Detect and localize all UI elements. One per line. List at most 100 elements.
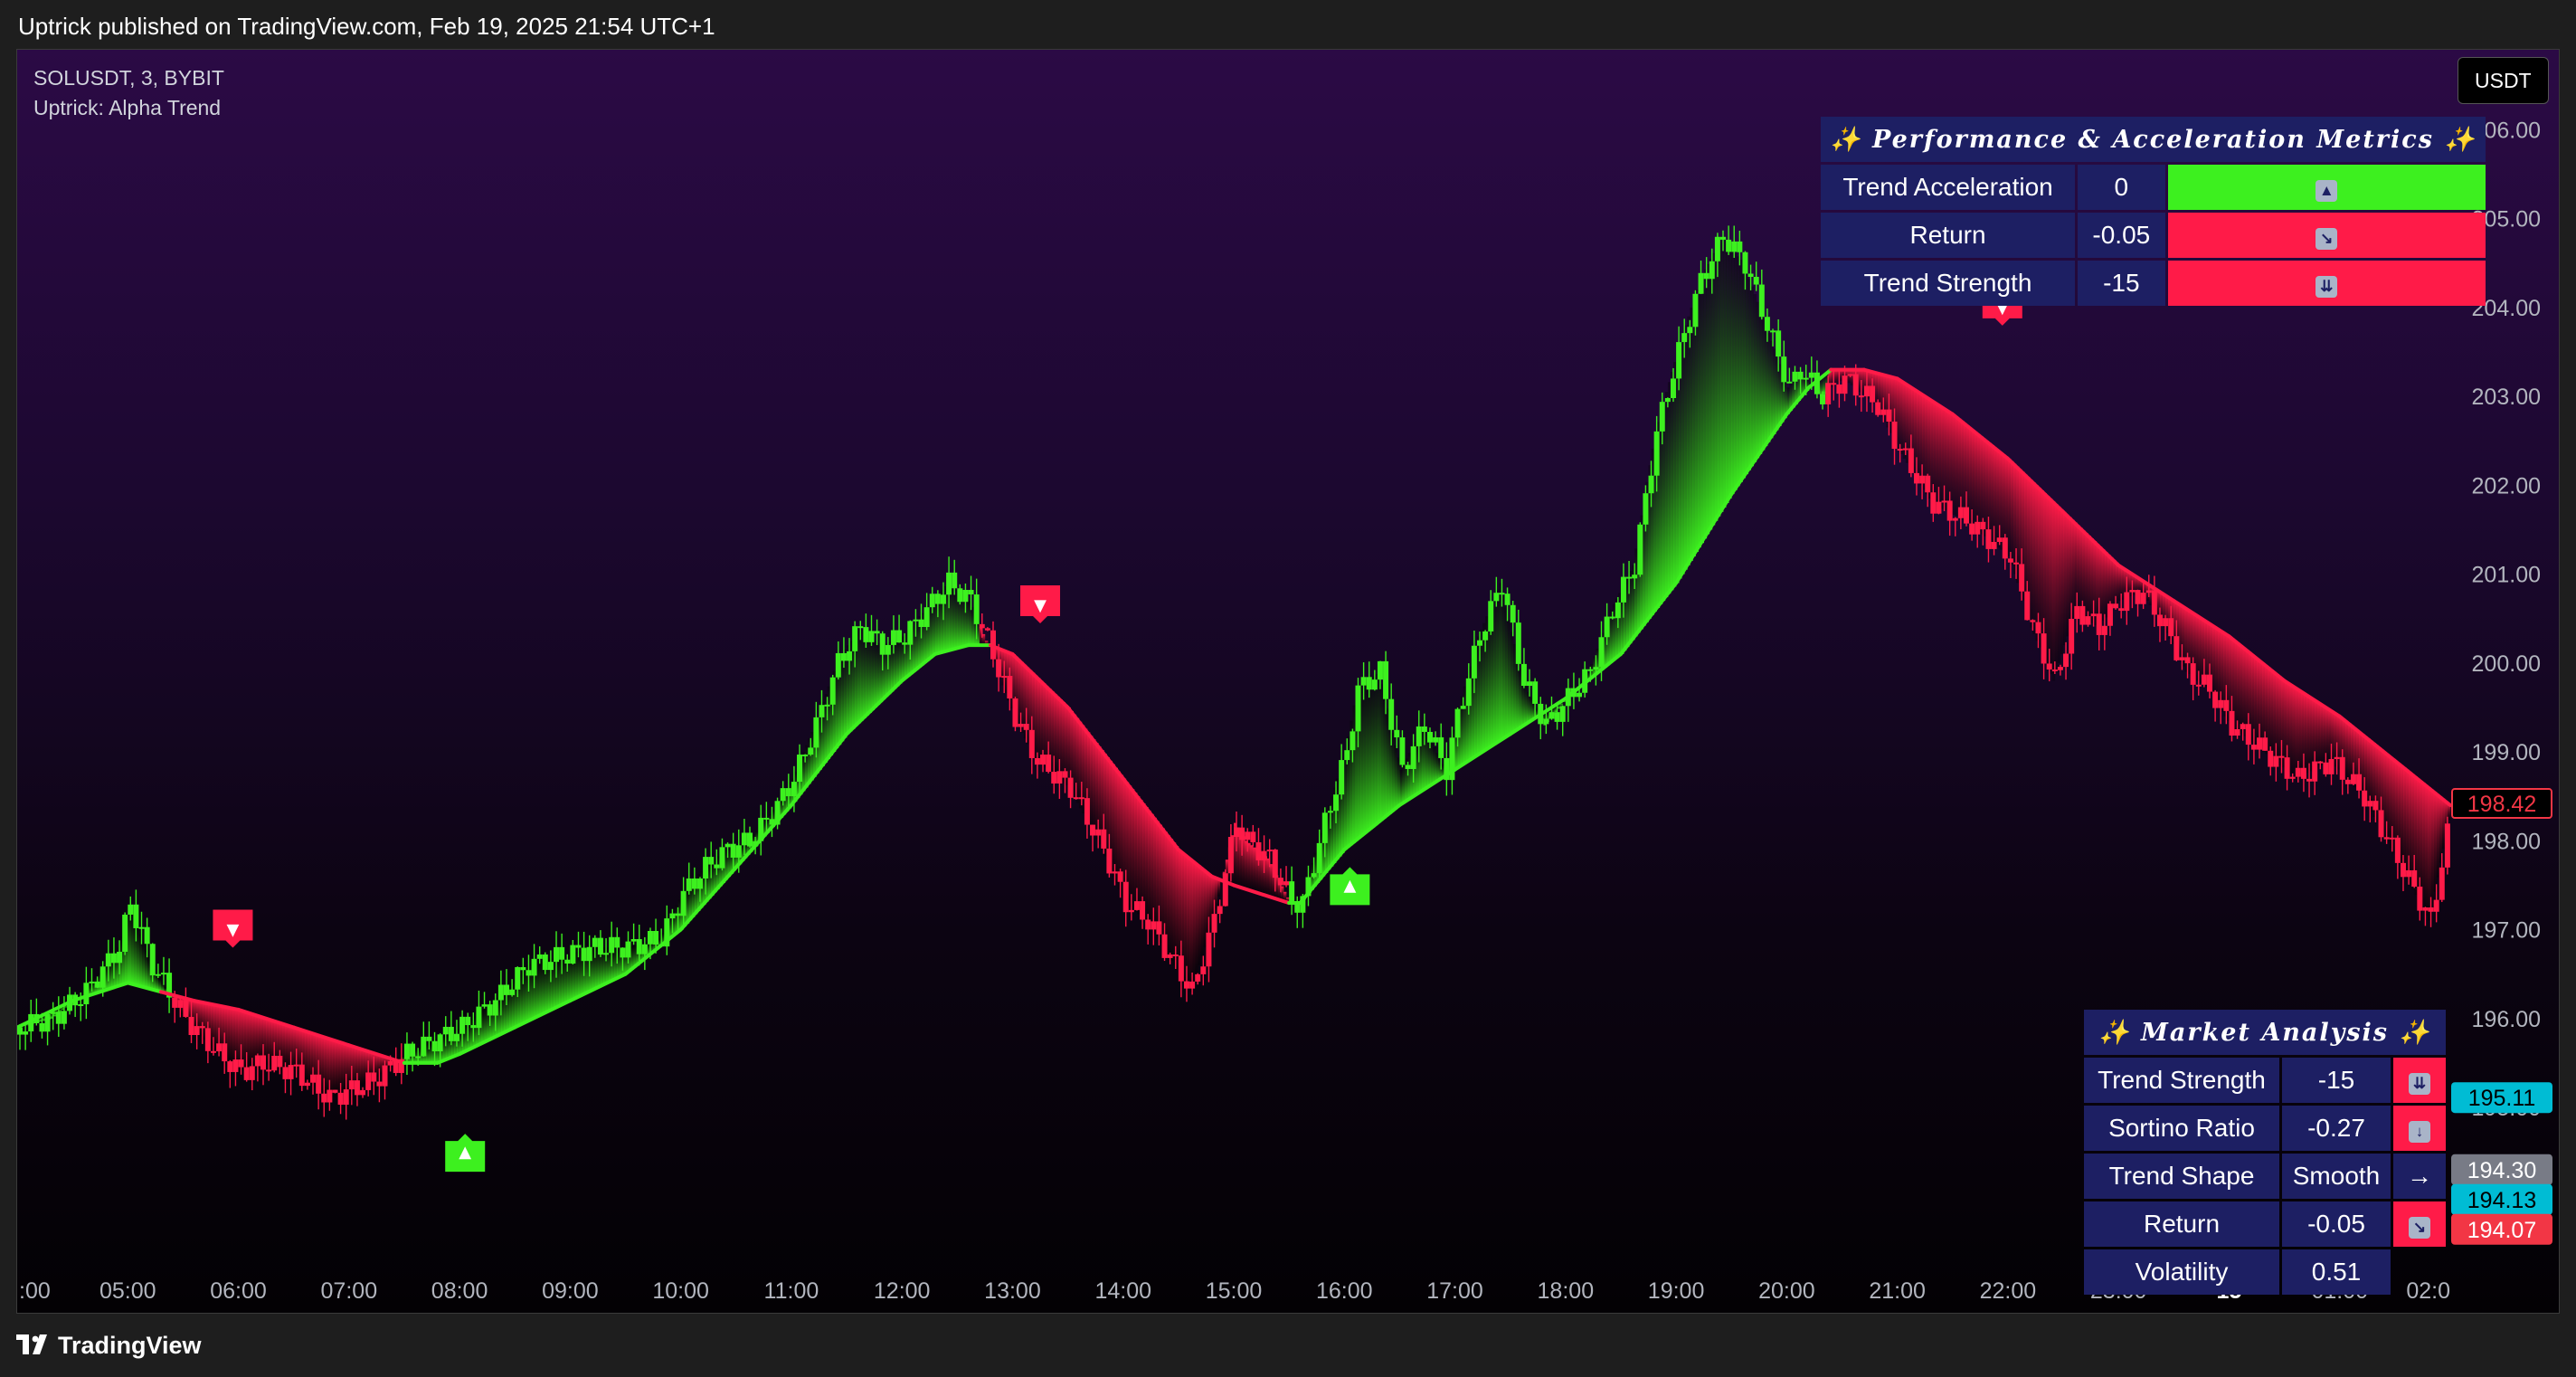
bull-fill-bar — [1559, 702, 1564, 706]
bull-fill-bar — [1659, 412, 1663, 604]
alpha-trend-segment — [1806, 367, 1833, 390]
bull-fill-bar — [164, 987, 167, 993]
tradingview-logo-icon[interactable] — [16, 1334, 52, 1356]
bull-fill-bar — [410, 1051, 413, 1063]
bear-fill-bar — [1258, 851, 1262, 894]
price-tag — [2451, 1082, 2552, 1114]
candle — [1764, 317, 1770, 331]
bear-fill-bar — [2060, 508, 2064, 654]
candle — [1261, 850, 1267, 860]
bear-fill-bar — [1891, 376, 1895, 439]
bull-fill-bar — [926, 606, 931, 661]
bull-fill-bar — [509, 983, 513, 1030]
bear-fill-bar — [2420, 781, 2423, 906]
trend-strength-label: Trend Strength — [2084, 1058, 2279, 1103]
bear-fill-bar — [2262, 662, 2266, 752]
candle — [1714, 236, 1720, 261]
candle — [2262, 737, 2268, 751]
bear-fill-bar — [1065, 705, 1068, 785]
bull-fill-bar — [960, 594, 963, 648]
candle — [260, 1055, 266, 1070]
signal-glyph: ▼ — [1034, 596, 1046, 615]
indicator-legend[interactable]: Uptrick: Alpha Trend — [33, 96, 222, 119]
candle — [1753, 277, 1759, 285]
bear-fill-bar — [2287, 682, 2290, 773]
bear-fill-bar — [1983, 438, 1986, 537]
bear-fill-bar — [196, 1001, 201, 1034]
candle — [1842, 375, 1848, 394]
bull-fill-bar — [1394, 745, 1397, 810]
bull-fill-bar — [1737, 256, 1740, 487]
tradingview-brand[interactable]: TradingView — [58, 1332, 202, 1359]
bear-fill-bar — [2192, 613, 2197, 679]
bull-fill-bar — [497, 994, 502, 1036]
candle — [421, 1036, 427, 1057]
bull-fill-bar — [1593, 656, 1596, 677]
bear-fill-bar — [1167, 835, 1170, 956]
currency-button[interactable]: USDT — [2458, 57, 2549, 104]
bear-fill-bar — [2414, 776, 2418, 896]
bear-fill-bar — [2027, 477, 2031, 619]
chart-area[interactable]: ▼ ▲ ▼ ▲ ▼ 206.00 205.00 204.00 203.00 202.00 201.0… — [16, 49, 2560, 1314]
bear-fill-bar — [1004, 651, 1008, 693]
candle — [957, 588, 963, 603]
alpha-trend-segment — [2227, 634, 2287, 683]
candle — [902, 642, 908, 645]
bull-fill-bar — [918, 616, 922, 668]
bear-fill-bar — [219, 1005, 223, 1057]
symbol-legend[interactable]: SOLUSDT, 3, BYBIT — [33, 66, 224, 90]
candle — [696, 878, 703, 889]
bull-fill-bar — [418, 1047, 421, 1063]
bull-fill-bar — [1823, 376, 1826, 394]
bear-fill-bar — [1261, 854, 1264, 895]
bear-fill-bar — [2325, 707, 2329, 763]
candle — [254, 1055, 260, 1067]
price-tag-label: 195.11 — [2468, 1086, 2536, 1111]
bull-fill-bar — [630, 945, 634, 970]
bear-fill-bar — [1861, 369, 1865, 394]
candle — [559, 946, 565, 960]
candle — [1648, 475, 1654, 494]
y-tick-label: 196.00 — [2472, 1007, 2541, 1032]
bull-fill-bar — [601, 947, 604, 986]
candle — [1692, 293, 1699, 328]
bull-fill-bar — [426, 1043, 430, 1063]
alpha-trend-segment — [291, 1025, 351, 1048]
candle — [1593, 667, 1599, 670]
performance-metrics-table: ✨ Performance & Acceleration Metrics ✨ T… — [1818, 114, 2488, 309]
bull-fill-bar — [802, 752, 806, 792]
bear-fill-bar — [2237, 642, 2240, 732]
bear-fill-bar — [2066, 514, 2069, 637]
bear-fill-bar — [1128, 785, 1132, 907]
candle — [1454, 708, 1461, 738]
candle — [2179, 657, 2185, 660]
bear-fill-bar — [1170, 839, 1174, 961]
candle — [1383, 660, 1389, 699]
bear-fill-bar — [2234, 641, 2238, 730]
candle — [1266, 850, 1273, 852]
bear-fill-bar — [2381, 749, 2384, 833]
bear-fill-bar — [1875, 372, 1879, 405]
price-tag-label: 194.30 — [2467, 1158, 2536, 1183]
candle — [1360, 677, 1367, 686]
candle — [61, 1011, 67, 1024]
bear-fill-bar — [348, 1045, 353, 1090]
bear-fill-bar — [2315, 700, 2318, 769]
bear-fill-bar — [2098, 546, 2103, 624]
price-chart[interactable]: ▼▲▼▲▼206.00205.00204.00203.00202.00201.0… — [17, 50, 2559, 1313]
candle — [1145, 919, 1151, 930]
candle — [1902, 448, 1908, 451]
x-tick-label: 20:00 — [1758, 1278, 1815, 1304]
bear-fill-bar — [1944, 408, 1947, 511]
candle — [1377, 660, 1383, 680]
bull-fill-bar — [1324, 813, 1329, 873]
bull-fill-bar — [1800, 373, 1804, 398]
bull-fill-bar — [946, 583, 950, 651]
bear-fill-bar — [1960, 421, 1965, 519]
bull-fill-bar — [559, 956, 563, 1006]
bull-fill-bar — [921, 613, 924, 666]
bear-fill-bar — [1101, 750, 1104, 850]
candle — [222, 1043, 228, 1062]
bull-fill-bar — [824, 694, 828, 763]
bear-fill-bar — [1001, 650, 1005, 686]
